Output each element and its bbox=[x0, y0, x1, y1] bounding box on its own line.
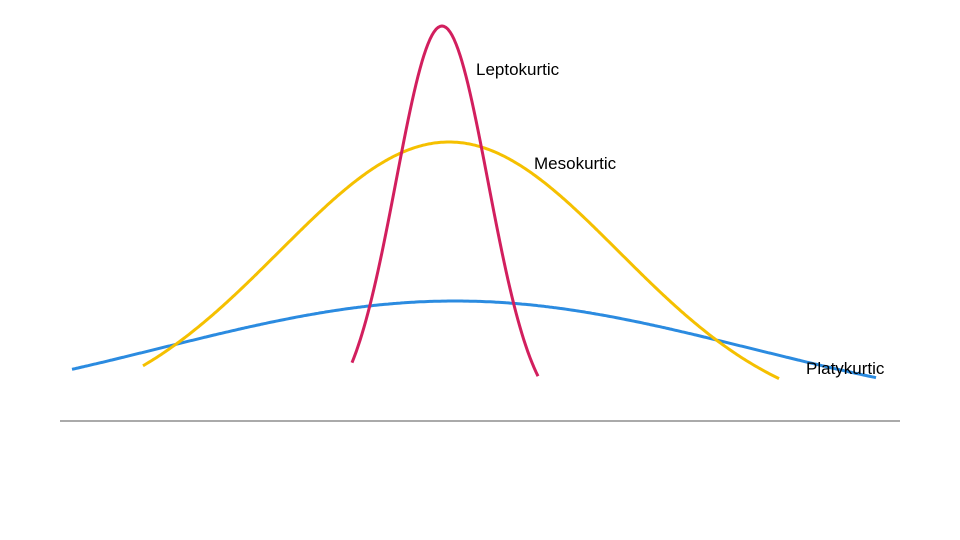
leptokurtic-label: Leptokurtic bbox=[476, 60, 560, 79]
platykurtic-label: Platykurtic bbox=[806, 359, 885, 378]
platykurtic-curve bbox=[71, 299, 877, 380]
mesokurtic-curve bbox=[142, 140, 780, 380]
mesokurtic-label: Mesokurtic bbox=[534, 154, 617, 173]
leptokurtic-curve bbox=[350, 24, 540, 377]
